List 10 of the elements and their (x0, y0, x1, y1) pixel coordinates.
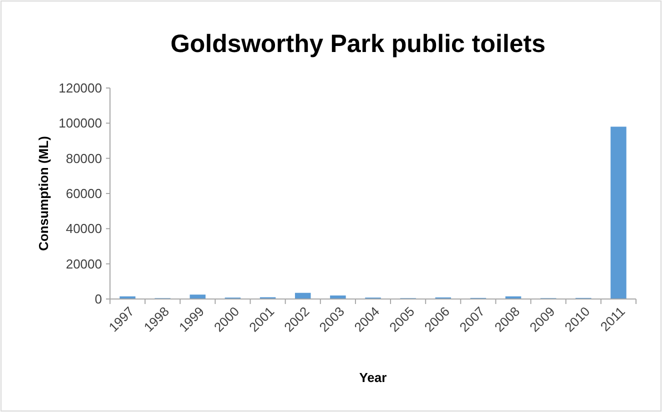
y-axis-title: Consumption (ML) (36, 136, 51, 251)
y-tick-label: 0 (94, 292, 102, 307)
y-tick-label: 80000 (66, 150, 102, 166)
y-tick-label: 20000 (66, 256, 102, 272)
y-tick-label: 60000 (66, 186, 102, 202)
y-tick-label: 40000 (66, 221, 102, 236)
y-tick-label: 120000 (58, 80, 102, 96)
x-axis-title: Year (359, 370, 387, 385)
chart-title: Goldsworthy Park public toilets (170, 30, 546, 58)
y-tick-label: 100000 (58, 116, 102, 131)
